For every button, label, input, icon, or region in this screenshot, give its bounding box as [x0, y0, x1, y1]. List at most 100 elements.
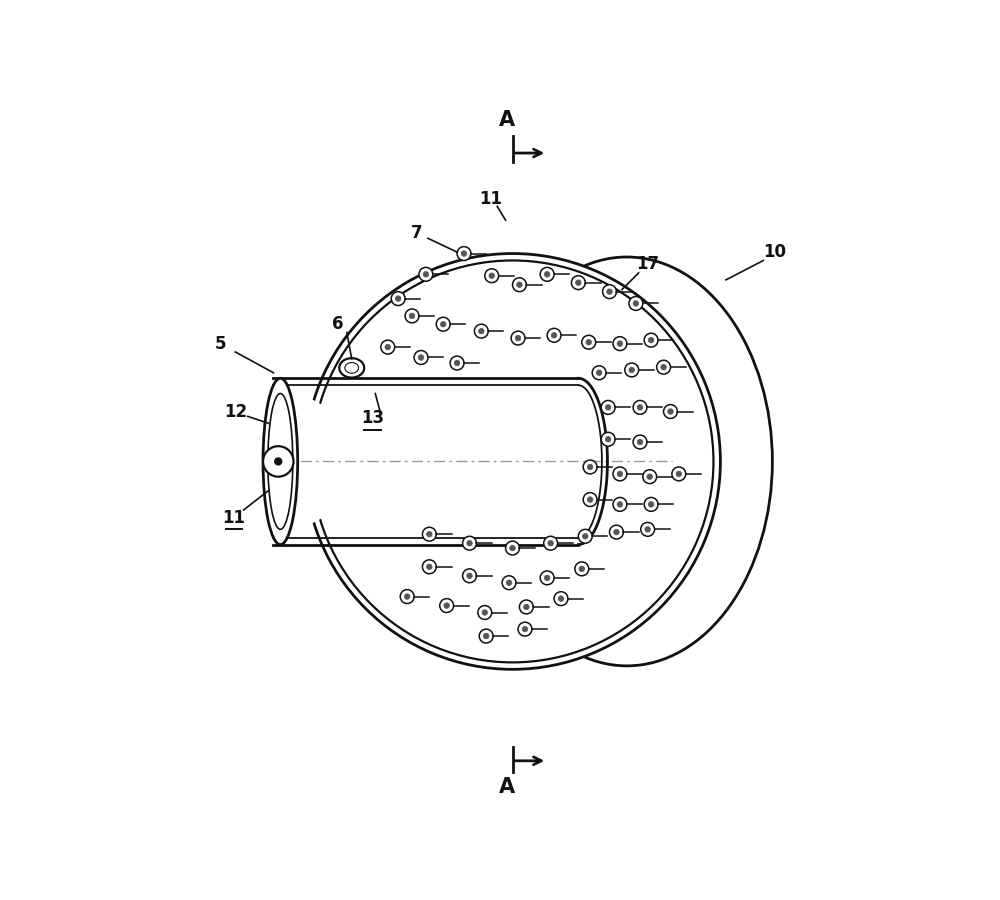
Circle shape: [404, 594, 410, 599]
Circle shape: [519, 600, 533, 614]
Circle shape: [664, 405, 677, 418]
Text: 7: 7: [411, 224, 423, 242]
Circle shape: [647, 474, 652, 480]
Circle shape: [668, 409, 673, 414]
Circle shape: [422, 527, 436, 541]
Circle shape: [644, 498, 658, 511]
Circle shape: [672, 467, 686, 481]
Circle shape: [613, 337, 627, 350]
Circle shape: [582, 336, 596, 349]
Text: 12: 12: [224, 402, 247, 420]
Circle shape: [603, 284, 616, 299]
Circle shape: [506, 580, 512, 586]
Circle shape: [457, 247, 471, 260]
Circle shape: [518, 622, 532, 636]
Circle shape: [405, 309, 419, 323]
Circle shape: [427, 564, 432, 570]
Circle shape: [483, 634, 489, 639]
Circle shape: [605, 436, 611, 442]
Circle shape: [629, 296, 643, 310]
Circle shape: [644, 333, 658, 347]
Circle shape: [633, 435, 647, 449]
Circle shape: [395, 296, 401, 302]
Circle shape: [489, 273, 494, 278]
Circle shape: [440, 321, 446, 327]
Circle shape: [637, 439, 643, 445]
Circle shape: [544, 536, 558, 550]
Text: 11: 11: [222, 509, 245, 527]
Ellipse shape: [339, 358, 364, 378]
Text: 6: 6: [332, 315, 344, 333]
Circle shape: [645, 526, 650, 532]
Circle shape: [502, 576, 516, 590]
Circle shape: [676, 471, 682, 477]
Circle shape: [617, 471, 623, 477]
Circle shape: [601, 400, 615, 414]
Circle shape: [511, 331, 525, 345]
Circle shape: [576, 280, 581, 285]
Circle shape: [601, 432, 615, 446]
Circle shape: [436, 318, 450, 331]
Circle shape: [440, 598, 454, 613]
Circle shape: [479, 328, 484, 334]
Circle shape: [510, 545, 515, 551]
Circle shape: [409, 313, 415, 319]
Circle shape: [648, 501, 654, 508]
Circle shape: [467, 540, 472, 546]
Circle shape: [423, 272, 429, 277]
Circle shape: [586, 339, 592, 345]
Circle shape: [643, 470, 657, 483]
Circle shape: [648, 338, 654, 343]
Circle shape: [474, 324, 488, 338]
Circle shape: [547, 328, 561, 342]
Circle shape: [524, 604, 529, 609]
Circle shape: [540, 571, 554, 585]
Circle shape: [485, 269, 499, 283]
Circle shape: [613, 467, 627, 481]
Circle shape: [617, 341, 623, 346]
Circle shape: [463, 536, 476, 550]
Circle shape: [610, 526, 623, 539]
Circle shape: [515, 336, 521, 341]
Circle shape: [400, 590, 414, 604]
Circle shape: [391, 292, 405, 305]
Circle shape: [478, 606, 492, 619]
Circle shape: [381, 340, 395, 354]
Circle shape: [575, 562, 589, 576]
Circle shape: [625, 363, 639, 377]
Circle shape: [554, 591, 568, 606]
Circle shape: [427, 531, 432, 537]
Circle shape: [637, 405, 643, 410]
Circle shape: [512, 278, 526, 292]
Circle shape: [275, 458, 282, 465]
Circle shape: [414, 351, 428, 364]
Text: 17: 17: [636, 255, 659, 273]
Circle shape: [305, 254, 720, 670]
Text: 10: 10: [763, 243, 786, 261]
Circle shape: [482, 609, 488, 616]
Circle shape: [551, 332, 557, 338]
Circle shape: [506, 541, 519, 555]
Circle shape: [418, 355, 424, 360]
Circle shape: [633, 400, 647, 414]
Circle shape: [419, 267, 433, 281]
Circle shape: [583, 492, 597, 507]
Circle shape: [617, 501, 623, 508]
Circle shape: [558, 596, 564, 601]
Circle shape: [540, 267, 554, 281]
Text: 5: 5: [214, 335, 226, 353]
Circle shape: [578, 529, 592, 544]
Circle shape: [479, 629, 493, 643]
Circle shape: [629, 367, 634, 373]
Text: 13: 13: [361, 410, 384, 427]
Circle shape: [587, 464, 593, 470]
Circle shape: [312, 260, 713, 662]
Circle shape: [548, 540, 553, 546]
Circle shape: [605, 405, 611, 410]
Circle shape: [450, 356, 464, 370]
Circle shape: [633, 301, 639, 306]
Circle shape: [657, 360, 671, 374]
Circle shape: [467, 573, 472, 579]
Ellipse shape: [263, 378, 298, 544]
Circle shape: [571, 275, 585, 290]
